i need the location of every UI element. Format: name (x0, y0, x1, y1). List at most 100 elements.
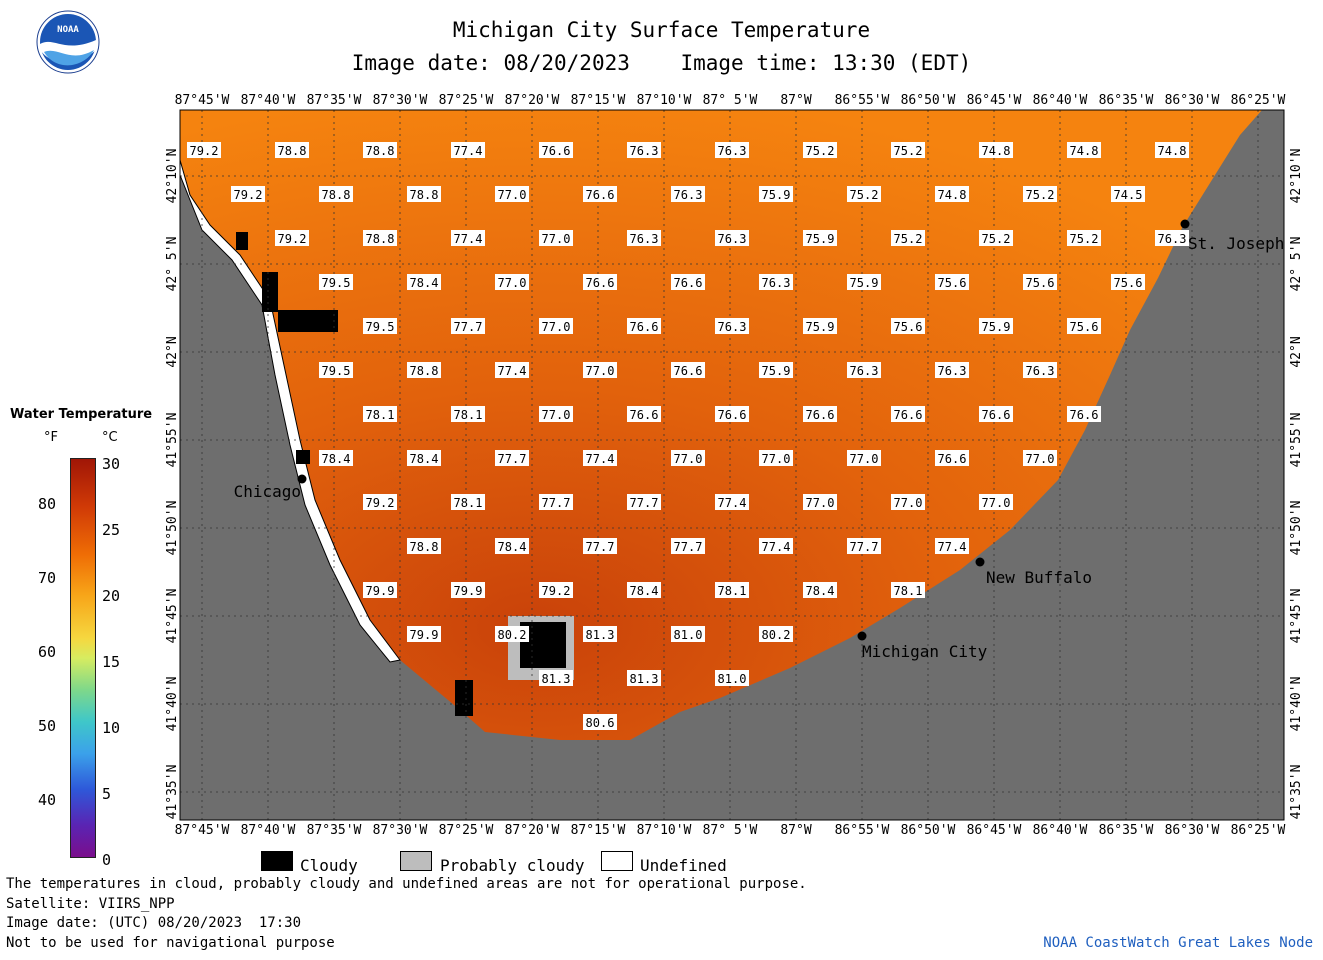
temperature-label: 76.3 (715, 318, 749, 334)
temperature-label: 76.6 (671, 362, 705, 378)
svg-text:75.6: 75.6 (1026, 276, 1055, 290)
temperature-label: 76.6 (627, 406, 661, 422)
legend-f-tick: 50 (38, 717, 57, 735)
svg-text:81.3: 81.3 (542, 672, 571, 686)
top-longitude-label: 86°30'W (1165, 93, 1220, 108)
map-title: Michigan City Surface Temperature (452, 18, 871, 42)
svg-text:78.4: 78.4 (410, 452, 439, 466)
left-latitude-label: 42° 5'N (165, 237, 180, 292)
svg-text:76.3: 76.3 (674, 188, 703, 202)
temperature-label: 77.0 (495, 274, 529, 290)
svg-text:77.0: 77.0 (982, 496, 1011, 510)
svg-text:75.6: 75.6 (894, 320, 923, 334)
temperature-label: 75.9 (759, 362, 793, 378)
svg-text:78.1: 78.1 (454, 408, 483, 422)
svg-text:75.9: 75.9 (806, 232, 835, 246)
temperature-label: 78.1 (891, 582, 925, 598)
svg-text:75.2: 75.2 (894, 232, 923, 246)
svg-text:77.4: 77.4 (762, 540, 791, 554)
bottom-longitude-label: 87°35'W (307, 823, 362, 838)
bottom-longitude-label: 86°40'W (1033, 823, 1088, 838)
bottom-longitude-label: 87°45'W (175, 823, 230, 838)
svg-text:74.8: 74.8 (938, 188, 967, 202)
svg-text:81.3: 81.3 (586, 628, 615, 642)
svg-text:75.9: 75.9 (762, 364, 791, 378)
temperature-label: 76.3 (715, 230, 749, 246)
svg-text:76.6: 76.6 (586, 188, 615, 202)
legend-f-tick: 80 (38, 495, 57, 513)
svg-text:79.2: 79.2 (542, 584, 571, 598)
temperature-label: 77.0 (803, 494, 837, 510)
temperature-label: 76.3 (1155, 230, 1189, 246)
temperature-label: 79.2 (187, 142, 221, 158)
svg-text:79.5: 79.5 (322, 276, 351, 290)
left-latitude-label: 41°35'N (165, 765, 180, 820)
left-latitude-label: 42°10'N (165, 149, 180, 204)
svg-text:78.8: 78.8 (410, 364, 439, 378)
temperature-label: 79.5 (319, 362, 353, 378)
city-marker (857, 631, 867, 641)
temperature-label: 75.9 (979, 318, 1013, 334)
top-longitude-label: 87°40'W (241, 93, 296, 108)
svg-text:78.1: 78.1 (454, 496, 483, 510)
svg-text:77.0: 77.0 (498, 276, 527, 290)
svg-text:77.0: 77.0 (498, 188, 527, 202)
temperature-label: 79.9 (407, 626, 441, 642)
temperature-label: 79.2 (539, 582, 573, 598)
legend-c-tick: 15 (102, 653, 121, 671)
svg-text:76.6: 76.6 (674, 276, 703, 290)
svg-text:74.8: 74.8 (1158, 144, 1187, 158)
temperature-label: 75.2 (1067, 230, 1101, 246)
credit-link[interactable]: NOAA CoastWatch Great Lakes Node (1043, 935, 1313, 951)
svg-text:75.9: 75.9 (982, 320, 1011, 334)
temperature-label: 76.3 (627, 142, 661, 158)
temperature-label: 75.6 (1111, 274, 1145, 290)
cloudy-swatch (261, 851, 293, 871)
city-marker (1180, 219, 1190, 229)
svg-text:76.6: 76.6 (806, 408, 835, 422)
top-longitude-label: 87°30'W (373, 93, 428, 108)
temperature-label: 75.6 (1023, 274, 1057, 290)
svg-text:75.2: 75.2 (806, 144, 835, 158)
svg-text:76.3: 76.3 (630, 144, 659, 158)
svg-text:75.6: 75.6 (938, 276, 967, 290)
temperature-label: 74.8 (979, 142, 1013, 158)
temperature-label: 75.6 (891, 318, 925, 334)
svg-text:77.7: 77.7 (542, 496, 571, 510)
svg-text:77.0: 77.0 (850, 452, 879, 466)
temperature-label: 78.4 (407, 450, 441, 466)
svg-text:79.2: 79.2 (234, 188, 263, 202)
temperature-label: 77.0 (495, 186, 529, 202)
top-longitude-label: 87°35'W (307, 93, 362, 108)
svg-text:77.7: 77.7 (630, 496, 659, 510)
temperature-label: 77.0 (1023, 450, 1057, 466)
cloudy-label: Cloudy (300, 856, 358, 875)
svg-text:76.6: 76.6 (1070, 408, 1099, 422)
top-longitude-label: 86°35'W (1099, 93, 1154, 108)
city-label: Chicago (234, 482, 301, 501)
shoreline-cloud-pixels (236, 232, 473, 716)
temperature-labels: 79.2 78.8 78.8 77.4 76.6 76.3 76.3 75.2 75.2 74.8… (187, 142, 1189, 730)
temperature-label: 77.4 (935, 538, 969, 554)
top-longitude-label: 86°50'W (901, 93, 956, 108)
left-latitude-label: 41°40'N (165, 677, 180, 732)
temperature-label: 79.2 (231, 186, 265, 202)
temperature-label: 79.9 (363, 582, 397, 598)
svg-text:75.9: 75.9 (762, 188, 791, 202)
temperature-label: 77.4 (715, 494, 749, 510)
right-latitude-label: 41°35'N (1289, 765, 1304, 820)
temperature-label: 78.8 (363, 142, 397, 158)
svg-text:76.6: 76.6 (630, 320, 659, 334)
bottom-longitude-label: 87°10'W (637, 823, 692, 838)
city-marker (297, 474, 307, 484)
temperature-label: 76.3 (935, 362, 969, 378)
temperature-label: 77.0 (979, 494, 1013, 510)
temperature-label: 77.0 (539, 406, 573, 422)
left-latitude-label: 41°45'N (165, 589, 180, 644)
svg-text:77.0: 77.0 (1026, 452, 1055, 466)
svg-text:78.1: 78.1 (366, 408, 395, 422)
svg-text:79.2: 79.2 (278, 232, 307, 246)
svg-text:76.6: 76.6 (938, 452, 967, 466)
temperature-label: 80.6 (583, 714, 617, 730)
footer-disclaimer: The temperatures in cloud, probably clou… (6, 876, 807, 892)
